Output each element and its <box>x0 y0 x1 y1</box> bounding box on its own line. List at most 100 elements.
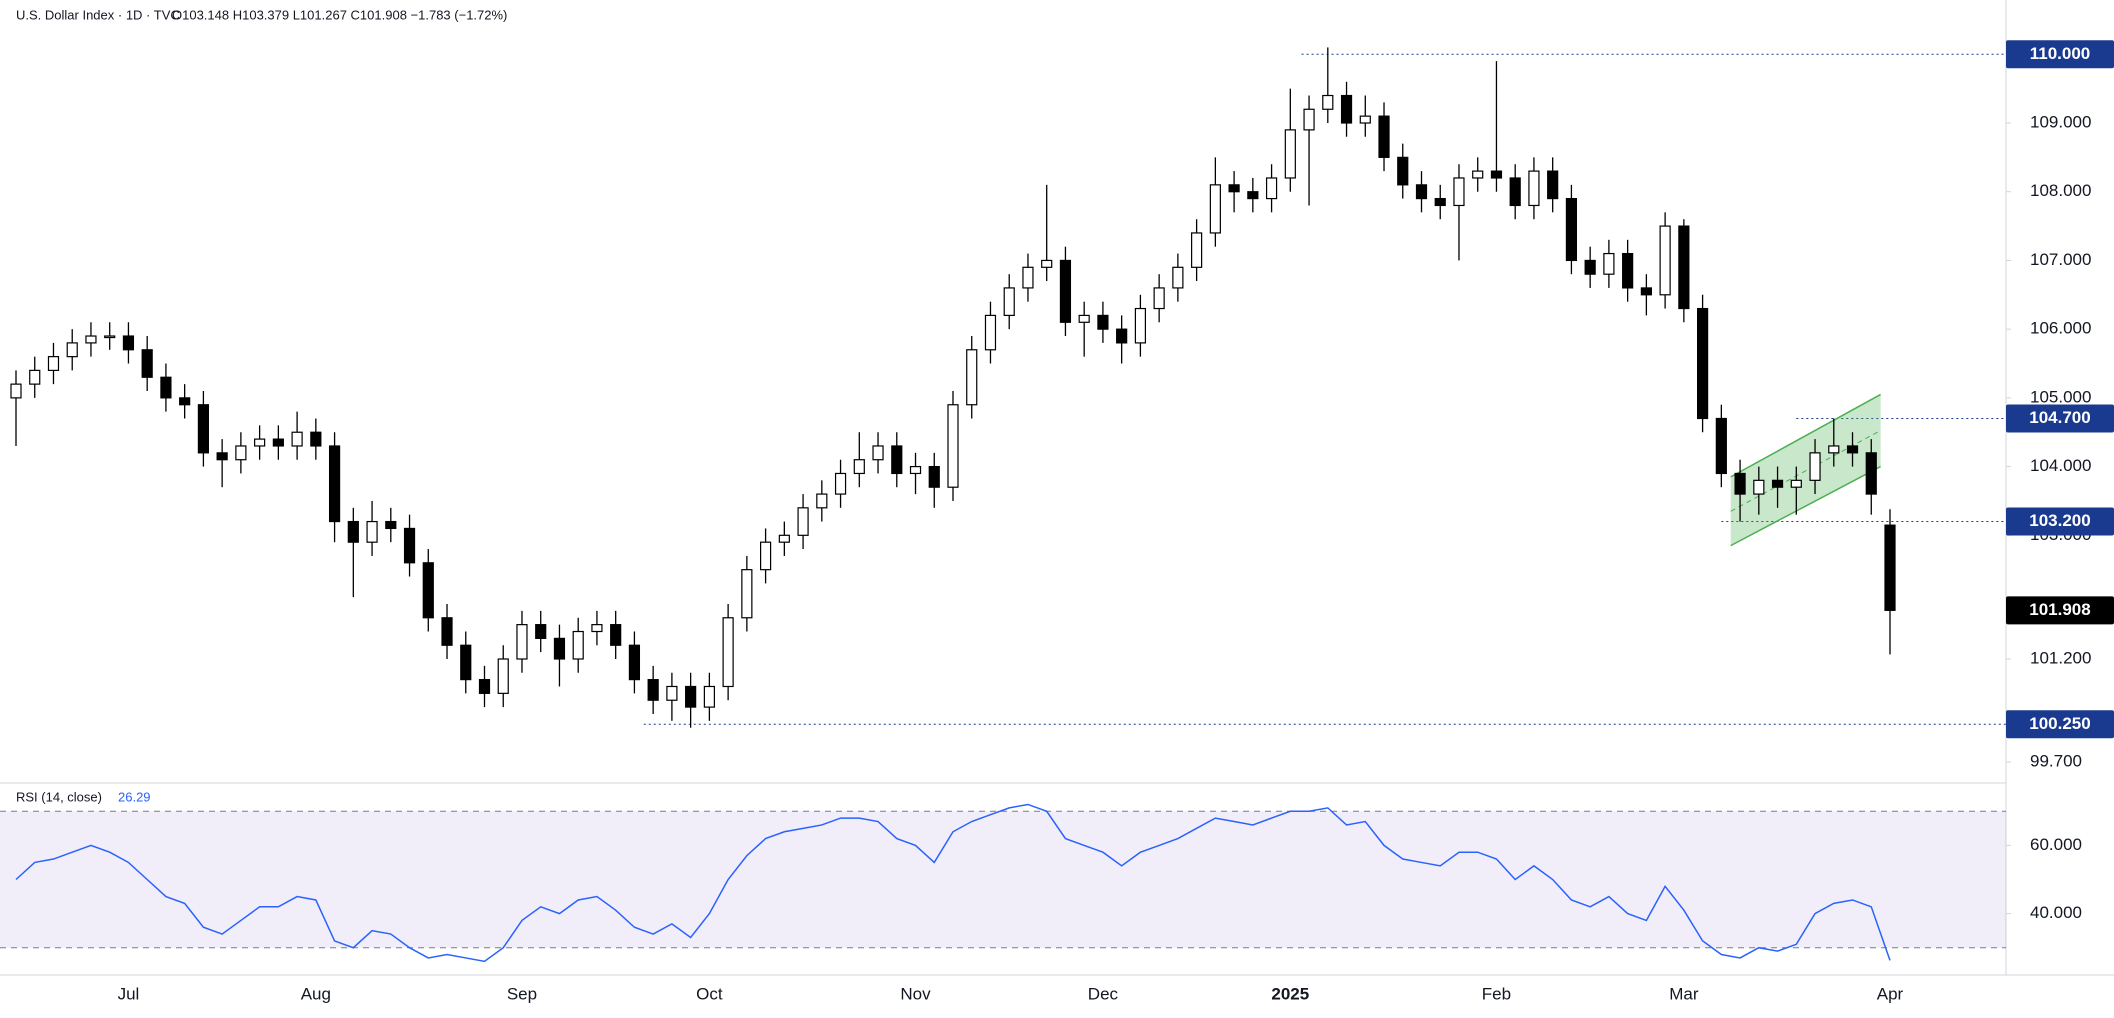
candle-body <box>1209 184 1221 234</box>
level-badge <box>2006 404 2114 433</box>
candle-body <box>872 445 884 461</box>
y-tick-label: 99.700 <box>2030 752 2082 771</box>
candle-body <box>197 404 209 454</box>
symbol-title: U.S. Dollar Index · 1D · TVC <box>16 7 180 22</box>
y-tick-label: 104.000 <box>2030 456 2091 475</box>
candle-body <box>1322 94 1334 110</box>
x-tick-label: Feb <box>1482 984 1511 1003</box>
candle-body <box>1771 479 1784 488</box>
candle-body <box>1622 252 1634 289</box>
candle-body <box>1884 524 1896 611</box>
candle-body <box>1790 479 1802 488</box>
candle-body <box>741 569 753 619</box>
y-tick-label: 106.000 <box>2030 319 2091 338</box>
x-tick-label: Sep <box>507 984 537 1003</box>
candle-body <box>1247 191 1259 200</box>
level-badge-label: 103.200 <box>2029 511 2090 530</box>
candle-body <box>1265 177 1278 200</box>
candle-body <box>1640 287 1652 296</box>
rsi-label: RSI (14, close) <box>16 789 102 804</box>
candle-body <box>216 452 228 461</box>
candle-body <box>1865 452 1877 495</box>
level-badge-label: 100.250 <box>2029 714 2090 733</box>
candle-body <box>610 624 622 646</box>
candle-body <box>1134 307 1147 344</box>
level-badge <box>2006 40 2114 69</box>
candle-body <box>797 507 809 536</box>
candle-body <box>29 369 41 385</box>
candle-body <box>1846 445 1859 454</box>
candle-body <box>1153 287 1165 310</box>
candle-body <box>666 685 678 701</box>
x-tick-label: Oct <box>696 984 723 1003</box>
level-badge <box>2006 507 2114 536</box>
candle-body <box>328 445 341 523</box>
candle-body <box>1490 170 1503 179</box>
candle-body <box>572 630 584 660</box>
rsi-line <box>15 803 1891 963</box>
x-tick-label: Apr <box>1877 984 1904 1003</box>
candle-body <box>1097 314 1109 330</box>
candle-body <box>1753 479 1765 495</box>
candle-body <box>160 376 172 399</box>
candle-body <box>891 445 903 475</box>
candle-body <box>1191 232 1203 268</box>
rsi-y-tick-label: 60.000 <box>2030 835 2082 854</box>
rsi-last-value: 26.29 <box>118 789 151 804</box>
candle-body <box>966 349 978 406</box>
candle-body <box>85 335 97 344</box>
candle-body <box>928 465 940 488</box>
candle-body <box>1041 259 1053 268</box>
candle-body <box>816 493 828 509</box>
candle-body <box>1528 170 1540 207</box>
level-badge-label: 104.700 <box>2029 408 2090 427</box>
candle-body <box>1453 177 1465 207</box>
candle-body <box>1828 445 1840 454</box>
candle-body <box>1003 287 1015 317</box>
candle-body <box>122 335 135 351</box>
candle-body <box>347 520 359 543</box>
channel-lower <box>1730 465 1881 547</box>
candle-body <box>685 685 697 708</box>
candle-body <box>47 356 60 371</box>
y-tick-label: 108.000 <box>2030 181 2091 200</box>
y-tick-label: 107.000 <box>2030 250 2091 269</box>
candle-body <box>1584 259 1596 275</box>
x-tick-label: Jul <box>118 984 140 1003</box>
candle-body <box>909 465 922 475</box>
candle-body <box>1059 259 1072 323</box>
candle-body <box>1172 266 1184 289</box>
candle-body <box>703 685 715 708</box>
channel-fill <box>1730 394 1881 546</box>
candle-body <box>1378 115 1390 158</box>
candle-body <box>179 397 191 406</box>
candle-body <box>10 383 22 399</box>
candle-body <box>628 644 641 681</box>
candle-body <box>1734 472 1746 495</box>
last-price-label: 101.908 <box>2029 600 2090 619</box>
x-tick-label: Nov <box>900 984 931 1003</box>
candle-body <box>1434 197 1446 207</box>
candle-body <box>1696 307 1709 420</box>
candle-body <box>104 335 116 339</box>
candle-body <box>1509 177 1521 207</box>
candle-body <box>947 404 959 488</box>
candle-body <box>1397 156 1409 186</box>
last-price-badge <box>2006 596 2114 625</box>
x-tick-label: Mar <box>1669 984 1699 1003</box>
candle-body <box>235 445 247 461</box>
candle-body <box>1715 417 1727 475</box>
x-tick-label: Dec <box>1088 984 1119 1003</box>
candle-body <box>366 520 378 543</box>
candle-body <box>1303 108 1315 131</box>
candle-body <box>291 431 303 447</box>
candle-body <box>1603 252 1615 275</box>
candle-body <box>422 562 434 619</box>
candle-body <box>759 541 772 571</box>
candle-body <box>984 314 997 351</box>
candle-body <box>441 617 453 646</box>
candle-body <box>722 617 734 688</box>
candle-body <box>1659 225 1671 296</box>
